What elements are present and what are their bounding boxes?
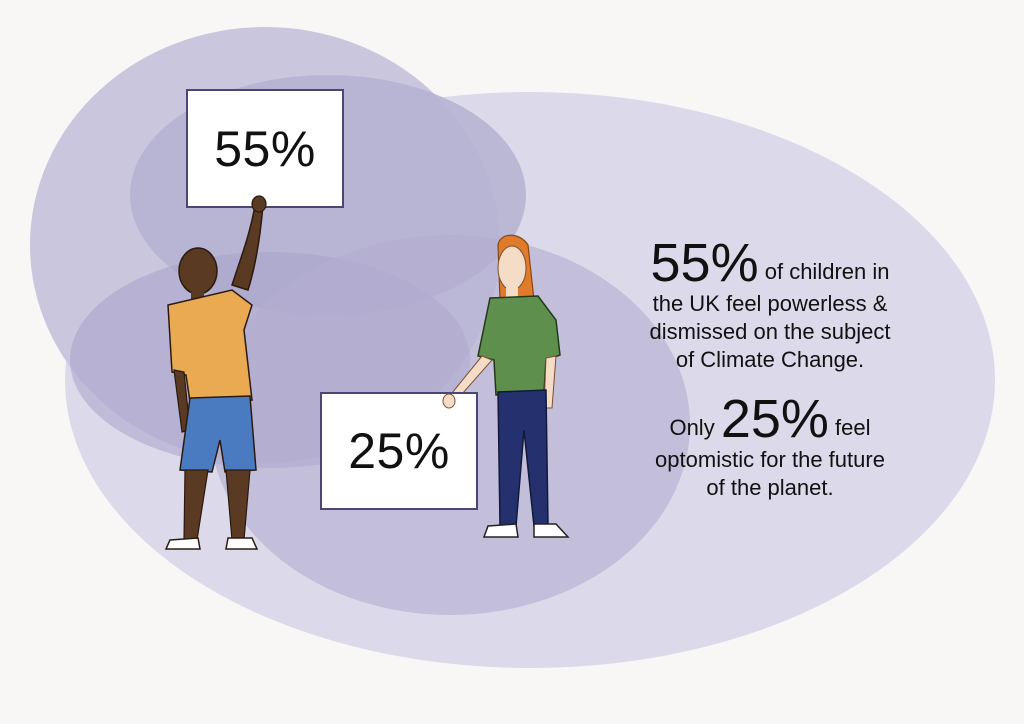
boy-left-shoe [164,537,201,550]
sign-55-text: 55% [214,120,316,177]
stat-children-optimistic: Only 25% feel optomistic for the future … [605,392,935,502]
girl-figure [447,234,570,538]
stat1-line1: 55% of children in [605,236,935,290]
stat1-line3: dismissed on the subject [649,319,891,344]
stat2-line1: Only 25% feel [605,392,935,446]
girl-hand [442,393,456,409]
sign-25-text: 25% [348,423,450,479]
stat1-big-number: 55% [650,233,759,293]
sign-25-percent: 25% [320,392,478,510]
boy-right-shoe [225,537,259,550]
stat1-line2: the UK feel powerless & [652,291,888,316]
stat1-line1-text: of children in [764,259,890,284]
stat2-big-number: 25% [720,389,829,449]
stat-children-powerless: 55% of children in the UK feel powerless… [605,236,935,374]
stat2-prefix: Only [669,415,715,440]
stat2-line3: of the planet. [706,475,834,500]
stat2-line2: optomistic for the future [655,447,885,472]
stat2-suffix: feel [835,415,871,440]
boy-figure [164,204,264,550]
sign-55-percent: 55% [186,89,344,208]
boy-hand [251,195,267,213]
girl-right-shoe [533,523,570,538]
stat1-line4: of Climate Change. [675,347,865,372]
girl-left-shoe [482,523,519,538]
